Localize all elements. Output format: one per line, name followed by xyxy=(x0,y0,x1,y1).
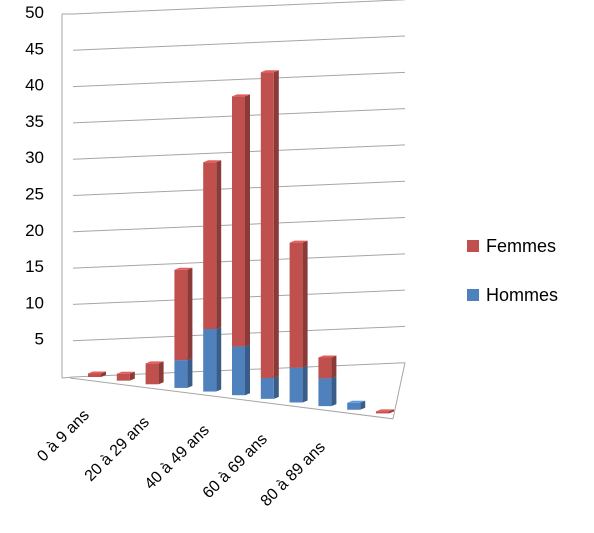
bar-top xyxy=(203,160,222,163)
bar-top xyxy=(376,409,394,412)
y-tick-label-45: 45 xyxy=(25,39,44,58)
floor-front-edge xyxy=(69,377,394,420)
bar-front xyxy=(203,162,217,330)
bar-front xyxy=(88,373,101,377)
bar-top xyxy=(347,400,366,403)
bar-femmes-100-ans-et-plus xyxy=(376,409,394,414)
bar-side xyxy=(273,70,279,378)
bar-side xyxy=(187,358,193,388)
bar-front xyxy=(318,357,332,379)
bar-front xyxy=(347,402,361,410)
bar-side xyxy=(331,355,337,379)
x-tick-label-20-a-29-ans: 20 à 29 ans xyxy=(82,414,153,485)
bar-femmes-10-a-19-ans xyxy=(116,371,135,381)
bar-femmes-30-a-39-ans xyxy=(174,267,193,361)
y-tick-label-30: 30 xyxy=(25,148,44,167)
bar-side xyxy=(216,327,222,392)
legend: Femmes Hommes xyxy=(467,236,558,305)
bar-top xyxy=(174,267,193,270)
bar-top xyxy=(232,94,250,97)
bar-side xyxy=(245,94,250,347)
bar-top xyxy=(289,240,308,243)
y-axis-tick-labels: 5 10 15 20 25 30 35 40 45 50 xyxy=(25,3,44,349)
bar-front xyxy=(174,360,188,388)
legend-swatch-femmes xyxy=(467,240,479,252)
bar-femmes-60-a-69-ans xyxy=(260,70,279,378)
bar-side xyxy=(302,240,308,368)
gridline-45 xyxy=(72,35,406,51)
bar-side xyxy=(360,400,366,410)
bar-front xyxy=(174,269,188,361)
bars xyxy=(88,70,394,414)
bar-top xyxy=(116,371,135,374)
bar-front xyxy=(145,363,159,385)
bar-side xyxy=(101,371,106,377)
bar-front xyxy=(376,411,389,414)
bar-hommes-70-a-79-ans xyxy=(289,365,308,403)
legend-label-hommes: Hommes xyxy=(486,285,558,305)
bar-side xyxy=(389,409,394,414)
bar-front xyxy=(232,96,245,347)
legend-item-hommes: Hommes xyxy=(467,285,558,305)
x-tick-label-40-a-49-ans: 40 à 49 ans xyxy=(142,422,213,493)
bar-hommes-90-a-99-ans xyxy=(347,400,366,410)
y-tick-label-5: 5 xyxy=(35,330,44,349)
bar-femmes-20-a-29-ans xyxy=(145,361,164,385)
bar-front xyxy=(203,329,217,392)
bar-hommes-40-a-49-ans xyxy=(203,327,222,392)
x-tick-label-60-a-69-ans: 60 à 69 ans xyxy=(200,431,271,502)
y-tick-label-25: 25 xyxy=(25,185,44,204)
bar-femmes-0-a-9-ans xyxy=(88,371,106,377)
bar-front xyxy=(289,367,303,403)
y-tick-label-40: 40 xyxy=(25,76,44,95)
y-tick-label-50: 50 xyxy=(25,3,44,22)
legend-swatch-hommes xyxy=(467,289,479,301)
floor-right-edge xyxy=(392,362,406,419)
bar-front xyxy=(116,373,130,381)
y-tick-label-35: 35 xyxy=(25,112,44,131)
gridline-50 xyxy=(72,0,406,15)
bar-side xyxy=(331,376,337,407)
bar-front xyxy=(289,242,303,368)
bar-side xyxy=(158,361,164,385)
bar-side xyxy=(216,160,222,330)
bar-top xyxy=(260,70,279,73)
gridline-40 xyxy=(72,71,406,88)
bar-side xyxy=(245,344,250,396)
chart-walls xyxy=(61,13,406,420)
wall-corner-edge xyxy=(61,376,74,379)
bar-front xyxy=(232,346,245,396)
bar-side xyxy=(129,371,135,381)
x-tick-label-80-a-89-ans: 80 à 89 ans xyxy=(258,439,329,510)
bar-top xyxy=(145,361,164,364)
bar-side xyxy=(187,267,193,361)
bar-side xyxy=(302,365,308,403)
legend-item-femmes: Femmes xyxy=(467,236,556,256)
bar-front xyxy=(260,72,274,378)
bar-front xyxy=(260,377,274,399)
bar-top xyxy=(88,371,106,374)
bar-hommes-30-a-39-ans xyxy=(174,358,193,388)
bar-hommes-80-a-89-ans xyxy=(318,376,337,407)
legend-label-femmes: Femmes xyxy=(486,236,556,256)
bar-femmes-80-a-89-ans xyxy=(318,355,337,379)
y-tick-label-20: 20 xyxy=(25,221,44,240)
y-tick-label-15: 15 xyxy=(25,257,44,276)
bar-femmes-50-a-59-ans xyxy=(232,94,250,347)
bar-top xyxy=(318,355,337,358)
bar-hommes-60-a-69-ans xyxy=(260,375,279,399)
bar-hommes-50-a-59-ans xyxy=(232,344,250,396)
bar-side xyxy=(273,375,279,399)
bar-front xyxy=(318,378,332,407)
x-tick-label-0-a-9-ans: 0 à 9 ans xyxy=(34,407,93,466)
y-tick-label-10: 10 xyxy=(25,293,44,312)
bar-femmes-70-a-79-ans xyxy=(289,240,308,368)
bar-femmes-40-a-49-ans xyxy=(203,160,222,330)
